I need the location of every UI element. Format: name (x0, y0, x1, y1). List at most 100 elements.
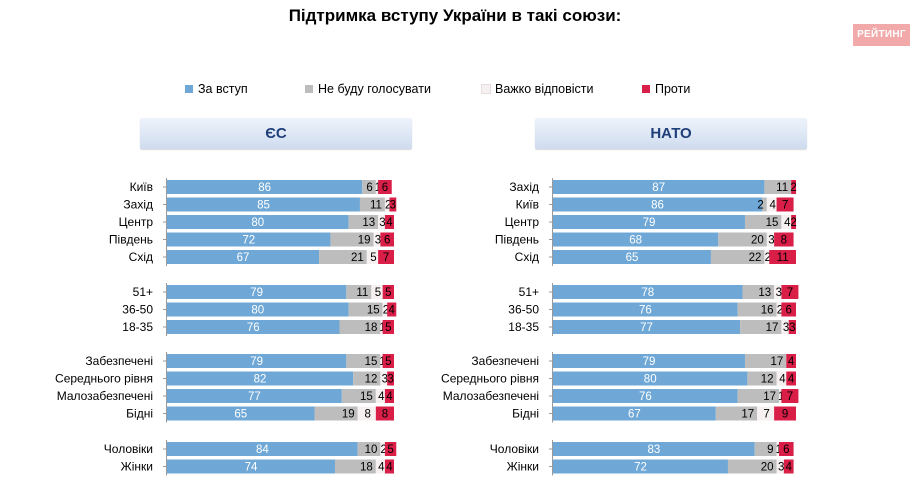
value-label-against: 3 (387, 374, 393, 386)
category-label: Жінки (121, 460, 153, 474)
bar-segment-support (553, 302, 738, 317)
value-label-hard: 4 (784, 217, 791, 229)
value-label-support: 65 (626, 252, 639, 264)
bar-segment-notvote (353, 371, 381, 386)
value-label-notvote: 19 (358, 235, 371, 247)
value-label-notvote: 13 (758, 287, 771, 299)
bar-segment-hard (776, 459, 784, 474)
bar-segment-hard (375, 389, 385, 403)
bar-segment-notvote (334, 459, 376, 474)
category-label: Забезпечені (471, 354, 539, 368)
category-label: Середнього рівня (441, 372, 539, 386)
bar-segment-notvote (754, 442, 777, 456)
bar-segment-support (167, 371, 354, 386)
bar-segment-against (387, 371, 394, 386)
bar-segment-notvote (744, 215, 782, 229)
value-label-against: 6 (786, 305, 792, 317)
bar-segment-notvote (348, 302, 383, 317)
value-label-hard: 3 (776, 287, 782, 299)
value-label-support: 79 (250, 287, 263, 299)
value-label-hard: 1 (379, 322, 385, 334)
bar-segment-support (553, 371, 748, 386)
bar-segment-hard (764, 250, 770, 264)
bar-segment-support (167, 215, 349, 229)
bar-segment-hard (380, 320, 383, 334)
value-label-hard: 4 (769, 200, 776, 212)
category-label: Чоловіки (104, 442, 153, 456)
bar-segment-against (382, 354, 394, 368)
value-label-notvote: 6 (366, 182, 372, 194)
bar-segment-notvote (715, 406, 758, 421)
legend-swatch-notvote (305, 85, 313, 93)
bar-segment-notvote (314, 406, 358, 421)
bar-segment-notvote (727, 459, 777, 474)
value-label-against: 4 (788, 374, 795, 386)
value-label-hard: 4 (378, 391, 385, 403)
category-label: 18-35 (508, 320, 539, 334)
value-label-against: 11 (777, 252, 789, 264)
value-label-against: 6 (382, 182, 388, 194)
value-label-support: 85 (257, 200, 270, 212)
bar-segment-support (553, 320, 741, 334)
value-label-notvote: 11 (370, 200, 382, 212)
bar-segment-hard (380, 354, 383, 368)
bar-segment-notvote (761, 197, 767, 212)
bar-segment-against (378, 250, 394, 264)
bar-segment-against (781, 389, 799, 403)
bar-segment-against (774, 406, 796, 421)
value-label-notvote: 11 (356, 287, 368, 299)
value-label-hard: 2 (765, 252, 771, 264)
category-label: Забезпечені (85, 354, 153, 368)
value-label-hard: 3 (768, 235, 774, 247)
value-label-support: 76 (639, 391, 652, 403)
value-label-support: 67 (237, 252, 250, 264)
value-label-support: 84 (256, 444, 269, 456)
value-label-hard: 3 (778, 462, 784, 474)
bar-segment-support (553, 232, 719, 247)
bar-segment-support (167, 232, 331, 247)
value-label-notvote: 12 (365, 374, 378, 386)
value-label-notvote: 11 (776, 182, 788, 194)
bar-segment-notvote (740, 320, 782, 334)
bar-segment-hard (776, 442, 779, 456)
bar-segment-support (553, 442, 755, 456)
value-label-hard: 1 (379, 356, 385, 368)
legend-label-support: За вступ (198, 82, 248, 96)
value-label-support: 68 (629, 235, 642, 247)
category-label: Малозабезпечені (443, 389, 539, 403)
value-label-notvote: 20 (761, 462, 774, 474)
category-label: 51+ (133, 285, 153, 299)
value-label-notvote: 20 (751, 235, 764, 247)
bar-segment-notvote (339, 320, 381, 334)
bar-segment-against (384, 459, 394, 474)
value-label-hard: 3 (382, 374, 388, 386)
value-label-against: 8 (382, 409, 388, 421)
bar-segment-against (781, 285, 799, 299)
bar-segment-against (382, 320, 394, 334)
value-label-against: 9 (782, 409, 788, 421)
value-label-hard: 3 (375, 235, 381, 247)
bar-segment-support (553, 285, 743, 299)
bar-segment-support (167, 459, 335, 474)
bar-segment-hard (774, 285, 782, 299)
value-label-against: 4 (786, 462, 793, 474)
bar-segment-notvote (742, 285, 775, 299)
bar-segment-hard (776, 371, 787, 386)
value-label-against: 2 (790, 182, 796, 194)
bar-segment-support (553, 250, 711, 264)
value-label-notvote: 17 (766, 322, 779, 334)
value-label-against: 5 (385, 356, 391, 368)
bar-segment-notvote (737, 389, 779, 403)
value-label-hard: 4 (779, 374, 786, 386)
bar-segment-hard (778, 389, 782, 403)
bar-segment-hard (382, 302, 388, 317)
value-label-support: 79 (643, 356, 656, 368)
value-label-against: 3 (789, 322, 795, 334)
value-label-support: 79 (643, 217, 656, 229)
bar-segment-support (553, 389, 738, 403)
bar-segment-notvote (348, 215, 379, 229)
value-label-against: 7 (787, 391, 793, 403)
bar-segment-against (384, 442, 397, 456)
bar-segment-against (389, 197, 397, 212)
panel-header-nato: НАТО (535, 118, 807, 149)
